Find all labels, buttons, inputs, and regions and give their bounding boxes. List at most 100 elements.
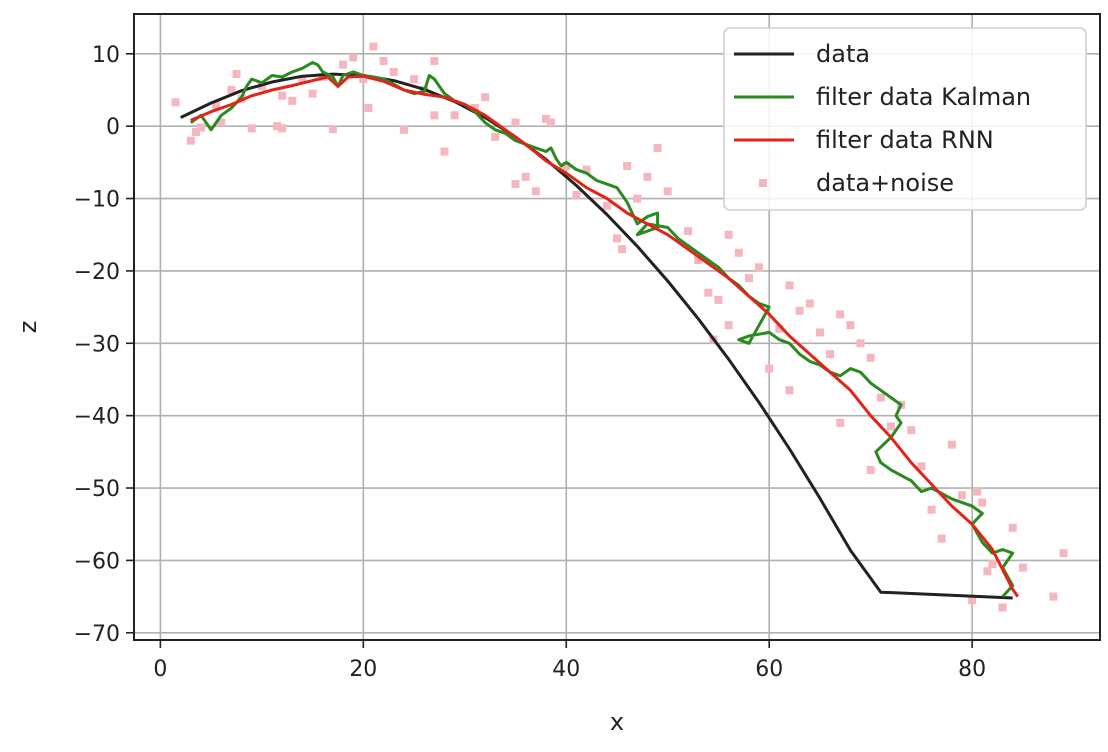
legend-label-data-noise: data+noise	[816, 169, 954, 197]
scatter-point	[273, 122, 282, 131]
scatter-point	[389, 67, 398, 76]
y-tick-label: 0	[106, 115, 120, 140]
scatter-point	[364, 104, 373, 113]
x-tick-label: 0	[153, 657, 167, 682]
scatter-point	[724, 230, 733, 239]
scatter-point	[623, 161, 632, 170]
scatter-point	[836, 310, 845, 319]
scatter-point	[232, 70, 241, 79]
scatter-point	[927, 505, 936, 514]
x-tick-label: 20	[349, 657, 377, 682]
scatter-point	[876, 393, 885, 402]
y-tick-label: −70	[74, 622, 120, 647]
scatter-point	[511, 180, 520, 189]
x-tick-label: 80	[958, 657, 986, 682]
legend-label-filter-data-kalman: filter data Kalman	[816, 83, 1031, 111]
scatter-point	[633, 194, 642, 203]
series-line-filter-data-rnn	[190, 74, 1020, 598]
legend: data filter data Kalman filter data RNN dat…	[723, 27, 1087, 211]
scatter-point	[704, 288, 713, 297]
scatter-point	[998, 603, 1007, 612]
scatter-point	[308, 89, 317, 98]
scatter-point	[191, 127, 200, 136]
scatter-point	[430, 111, 439, 120]
series-data-noise	[171, 42, 1068, 612]
scatter-point	[339, 60, 348, 69]
scatter-point	[917, 462, 926, 471]
scatter-point	[785, 386, 794, 395]
y-tick-label: 10	[92, 43, 120, 68]
scatter-point	[562, 161, 571, 170]
scatter-point	[937, 534, 946, 543]
legend-marker-data-noise	[759, 179, 767, 187]
scatter-point	[734, 248, 743, 257]
y-tick-label: −20	[74, 260, 120, 285]
scatter-point	[978, 498, 987, 507]
scatter-point	[440, 147, 449, 156]
scatter-point	[359, 75, 368, 84]
scatter-point	[815, 328, 824, 337]
x-tick-label: 60	[755, 657, 783, 682]
scatter-point	[511, 118, 520, 127]
scatter-point	[278, 124, 287, 133]
scatter-point	[196, 123, 205, 132]
scatter-point	[785, 281, 794, 290]
scatter-point	[450, 111, 459, 120]
scatter-point	[227, 85, 236, 94]
scatter-point	[755, 263, 764, 272]
scatter-point	[410, 75, 419, 84]
scatter-point	[856, 339, 865, 348]
scatter-point	[379, 57, 388, 66]
scatter-point	[572, 190, 581, 199]
scatter-point	[521, 172, 530, 181]
grid-layer	[134, 14, 1100, 640]
scatter-point	[1049, 592, 1058, 601]
scatter-point	[826, 350, 835, 359]
scatter-point	[541, 114, 550, 123]
scatter-point	[988, 560, 997, 569]
y-tick-label: −10	[74, 188, 120, 213]
scatter-point	[643, 172, 652, 181]
scatter-point	[470, 104, 479, 113]
scatter-point	[836, 418, 845, 427]
scatter-point	[288, 96, 297, 105]
scatter-point	[983, 567, 992, 576]
legend-box	[723, 27, 1087, 211]
scatter-point	[765, 364, 774, 373]
series-line-filter-data-kalman	[189, 61, 1015, 598]
scatter-point	[171, 98, 180, 107]
scatter-point	[968, 596, 977, 605]
y-tick-label: −50	[74, 477, 120, 502]
scatter-point	[694, 256, 703, 265]
scatter-point	[775, 324, 784, 333]
scatter-point	[613, 234, 621, 243]
x-tick-label: 40	[552, 657, 580, 682]
scatter-point	[684, 227, 693, 236]
series-layer	[171, 42, 1068, 612]
legend-label-data: data	[816, 40, 870, 68]
scatter-point	[602, 201, 611, 210]
scatter-point	[186, 136, 195, 145]
scatter-point	[328, 125, 337, 134]
y-tick-label: −30	[74, 332, 120, 357]
scatter-point	[547, 118, 556, 127]
scatter-point	[491, 133, 500, 142]
scatter-point	[247, 124, 256, 133]
scatter-point	[907, 426, 916, 435]
scatter-point	[663, 187, 672, 196]
scatter-point	[349, 53, 358, 62]
scatter-point	[805, 299, 814, 308]
scatter-point	[973, 487, 982, 496]
scatter-point	[278, 91, 287, 100]
scatter-point	[947, 440, 956, 449]
scatter-point	[531, 187, 540, 196]
scatter-point	[582, 165, 591, 174]
y-tick-label: −40	[74, 405, 120, 430]
y-tick-label: −60	[74, 549, 120, 574]
plot-frame	[133, 13, 1101, 641]
scatter-point	[298, 75, 307, 84]
x-axis-label: x	[610, 708, 624, 736]
